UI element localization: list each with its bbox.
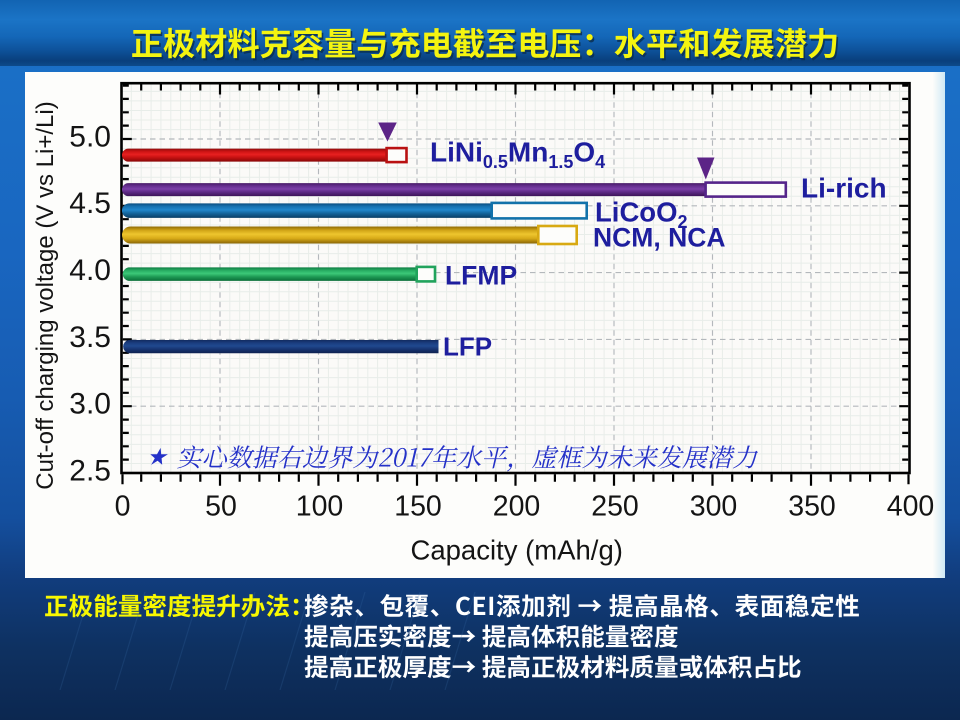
- svg-text:Capacity (mAh/g): Capacity (mAh/g): [410, 535, 622, 566]
- svg-text:150: 150: [394, 491, 442, 523]
- svg-text:0: 0: [115, 491, 131, 523]
- svg-text:Cut-off charging voltage (V vs: Cut-off charging voltage (V vs Li+/Li): [32, 101, 59, 489]
- svg-text:4.0: 4.0: [69, 254, 111, 287]
- svg-text:4.5: 4.5: [69, 187, 111, 220]
- svg-text:50: 50: [205, 491, 237, 523]
- svg-text:3.0: 3.0: [69, 388, 111, 421]
- svg-text:LFMP: LFMP: [445, 260, 517, 290]
- svg-text:3.5: 3.5: [69, 321, 111, 354]
- svg-text:LiNi0.5Mn1.5O4: LiNi0.5Mn1.5O4: [430, 137, 605, 173]
- svg-text:2.5: 2.5: [69, 454, 111, 487]
- svg-text:400: 400: [887, 491, 935, 523]
- svg-text:NCM, NCA: NCM, NCA: [593, 222, 726, 252]
- svg-text:LFP: LFP: [443, 331, 492, 361]
- svg-text:250: 250: [591, 491, 639, 523]
- svg-text:350: 350: [788, 491, 836, 523]
- svg-text:200: 200: [493, 491, 541, 523]
- svg-text:LiCoO2: LiCoO2: [595, 197, 688, 233]
- svg-text:100: 100: [296, 491, 344, 523]
- svg-text:5.0: 5.0: [69, 120, 111, 153]
- svg-text:Li-rich: Li-rich: [801, 172, 887, 203]
- svg-text:300: 300: [690, 491, 738, 523]
